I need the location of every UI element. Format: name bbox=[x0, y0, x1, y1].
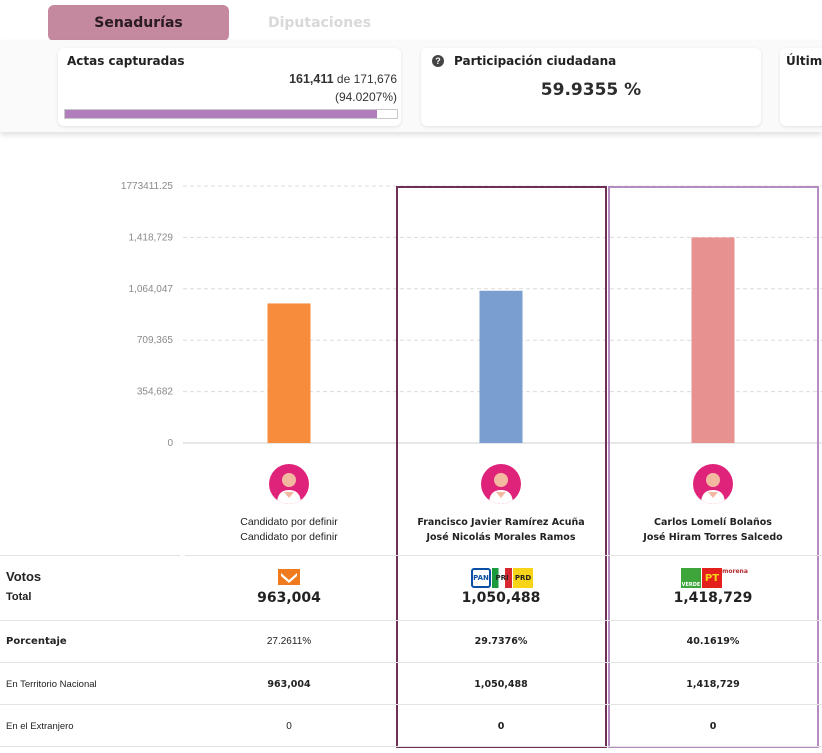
divider bbox=[0, 746, 822, 747]
tab-diputaciones[interactable]: Diputaciones bbox=[267, 15, 372, 31]
prd-logo-icon: PRD bbox=[513, 568, 533, 588]
mc-logo-icon bbox=[278, 569, 300, 585]
total-label: Total bbox=[6, 591, 32, 603]
actas-total: 171,676 bbox=[353, 72, 397, 86]
avatar bbox=[269, 464, 309, 504]
actas-title: Actas capturadas bbox=[67, 54, 185, 68]
extranjero-votes-2: 0 bbox=[497, 721, 505, 732]
votes-bar-chart: 0 354,682 709,365 1,064,047 1,418,729 1773411… bbox=[121, 181, 822, 449]
party-logos-3: VERDE PT morena bbox=[681, 567, 748, 589]
candidate-name: Francisco Javier Ramírez Acuña bbox=[417, 517, 585, 528]
nacional-votes-1: 963,004 bbox=[267, 679, 311, 690]
participacion-title: Participación ciudadana bbox=[454, 54, 617, 68]
pt-logo-icon: PT bbox=[702, 568, 722, 588]
y-tick-label: 1773411.25 bbox=[121, 181, 174, 192]
avatar bbox=[481, 464, 521, 504]
divider bbox=[0, 704, 822, 705]
pri-logo-icon: PRI bbox=[492, 568, 512, 588]
actas-card: Actas capturadas 161,411 de 171,676 (94.… bbox=[58, 48, 401, 126]
divider bbox=[0, 555, 180, 556]
avatar bbox=[693, 464, 733, 504]
participacion-value: 59.9355 % bbox=[540, 80, 642, 100]
nacional-votes-3: 1,418,729 bbox=[686, 679, 740, 690]
participacion-card: ? Participación ciudadana 59.9355 % bbox=[421, 48, 761, 126]
election-tabs: Senadurías Diputaciones bbox=[0, 0, 822, 44]
actas-captured: 161,411 bbox=[289, 72, 334, 86]
bar-1[interactable] bbox=[267, 303, 311, 443]
y-tick-label: 354,682 bbox=[137, 387, 174, 398]
actas-progress-fill bbox=[65, 110, 378, 118]
party-logos-1 bbox=[277, 566, 301, 588]
percentage-2: 29.7376% bbox=[474, 636, 528, 647]
candidate-name: Candidato por definir bbox=[240, 516, 338, 528]
extranjero-votes-3: 0 bbox=[709, 721, 717, 732]
bar-3[interactable] bbox=[691, 237, 735, 443]
candidate-names-3: Carlos Lomelí Bolaños José Hiram Torres … bbox=[613, 515, 813, 545]
actas-progress-bar bbox=[64, 109, 398, 119]
total-votes-1: 963,004 bbox=[257, 590, 321, 606]
percentage-3: 40.1619% bbox=[686, 636, 740, 647]
actas-percent: (94.0207%) bbox=[334, 90, 397, 104]
y-tick-label: 0 bbox=[167, 438, 173, 449]
extranjero-label: En el Extranjero bbox=[6, 721, 74, 732]
verde-logo-icon: VERDE bbox=[681, 568, 701, 588]
stats-strip: Actas capturadas 161,411 de 171,676 (94.… bbox=[0, 40, 822, 132]
ultimo-title: Últim bbox=[786, 54, 822, 68]
total-votes-2: 1,050,488 bbox=[461, 590, 541, 606]
candidate-frame-3 bbox=[608, 186, 819, 748]
morena-logo-icon: morena bbox=[722, 568, 748, 575]
votos-label: Votos bbox=[6, 569, 42, 584]
candidate-substitute-name: José Nicolás Morales Ramos bbox=[426, 532, 576, 543]
y-tick-label: 1,064,047 bbox=[129, 284, 174, 295]
bar-2[interactable] bbox=[479, 290, 523, 443]
extranjero-votes-1: 0 bbox=[286, 721, 292, 732]
candidate-names-1: Candidato por definir Candidato por defi… bbox=[189, 515, 389, 545]
divider bbox=[0, 620, 822, 621]
percentage-1: 27.2611% bbox=[266, 636, 312, 647]
divider bbox=[0, 662, 822, 663]
porcentaje-label: Porcentaje bbox=[6, 636, 67, 647]
y-tick-label: 1,418,729 bbox=[129, 232, 174, 243]
party-logos-2: PAN PRI PRD bbox=[469, 567, 535, 589]
nacional-votes-2: 1,050,488 bbox=[474, 679, 528, 690]
candidate-name: Carlos Lomelí Bolaños bbox=[654, 517, 772, 528]
candidate-substitute-name: José Hiram Torres Salcedo bbox=[643, 532, 783, 543]
actas-count: 161,411 de 171,676 bbox=[289, 72, 397, 86]
y-tick-label: 709,365 bbox=[137, 335, 174, 346]
actas-of-label: de bbox=[336, 72, 351, 86]
ultimo-corte-card: Últim bbox=[780, 48, 822, 126]
help-circle-icon[interactable]: ? bbox=[432, 55, 444, 67]
nacional-label: En Territorio Nacional bbox=[6, 679, 97, 690]
candidate-frame-2 bbox=[396, 186, 607, 748]
pan-logo-icon: PAN bbox=[471, 568, 491, 588]
total-votes-3: 1,418,729 bbox=[673, 590, 753, 606]
candidate-names-2: Francisco Javier Ramírez Acuña José Nico… bbox=[401, 515, 601, 545]
divider bbox=[185, 555, 822, 556]
tab-senadurias[interactable]: Senadurías bbox=[48, 5, 229, 41]
candidate-substitute-name: Candidato por definir bbox=[240, 531, 338, 543]
